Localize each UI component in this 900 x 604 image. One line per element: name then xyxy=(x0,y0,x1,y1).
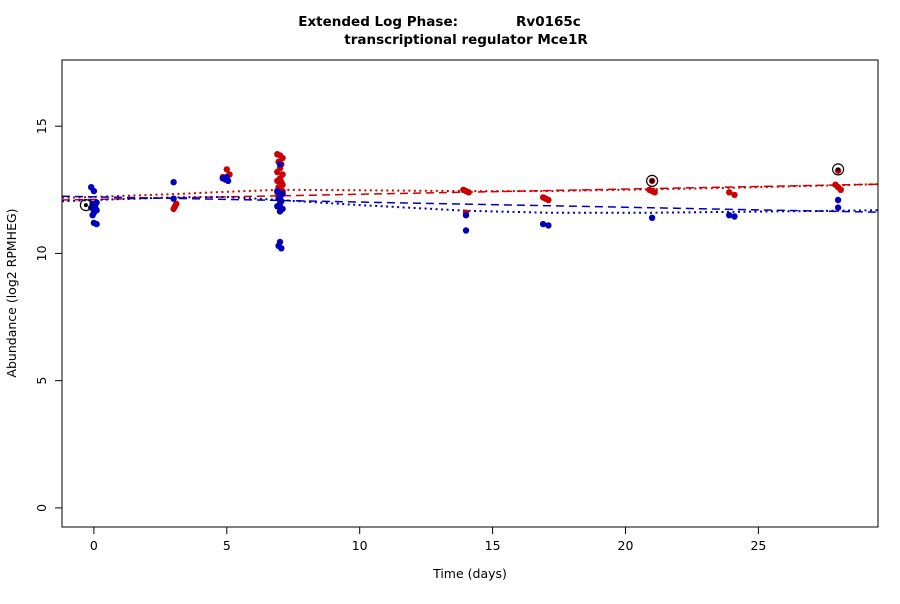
blue-series-point xyxy=(89,212,96,219)
blue-series-point xyxy=(462,212,470,219)
blue-series-point xyxy=(726,212,733,219)
y-axis-title: Abundance (log2 RPMHEG) xyxy=(4,208,19,377)
plot-title-line1-right: Rv0165c xyxy=(516,14,581,30)
red-series-point xyxy=(837,186,844,193)
y-tick-label: 0 xyxy=(34,504,49,512)
circled-point-dot xyxy=(83,203,88,208)
x-tick-label: 10 xyxy=(352,538,368,553)
red-loess-dotted-trend-line xyxy=(61,183,879,199)
y-tick-label: 10 xyxy=(34,245,49,261)
x-axis-title: Time (days) xyxy=(432,566,507,581)
red-series-point xyxy=(274,168,281,176)
blue-series-point xyxy=(90,187,98,195)
red-series-point xyxy=(726,189,733,196)
red-series-point xyxy=(279,154,286,162)
red-series-point xyxy=(545,196,552,204)
blue-loess-dotted-trend-line xyxy=(61,195,879,214)
circled-point-ring xyxy=(79,199,93,212)
x-tick-label: 5 xyxy=(223,538,231,553)
blue-series-point xyxy=(93,220,100,228)
circled-point-dot xyxy=(836,167,841,172)
blue-series-point xyxy=(274,203,281,210)
circled-point-dot xyxy=(650,178,655,183)
circled-point-ring xyxy=(645,174,659,187)
circled-point-ring xyxy=(831,163,845,176)
red-series-point xyxy=(173,200,180,207)
plot-box xyxy=(61,59,879,528)
blue-series-point xyxy=(276,208,284,215)
red-series-point xyxy=(731,191,738,199)
blue-series-point xyxy=(170,179,177,186)
blue-series-point xyxy=(648,214,656,221)
x-tick-label: 20 xyxy=(618,538,634,553)
blue-series-point xyxy=(170,195,177,202)
blue-series-point xyxy=(462,227,470,234)
plot-title-line1-left: Extended Log Phase: xyxy=(298,14,458,30)
blue-series-point xyxy=(223,173,230,181)
blue-series-point xyxy=(539,220,547,228)
blue-series-point xyxy=(545,222,552,229)
x-tick-label: 25 xyxy=(750,538,766,553)
blue-linear-dashed-trend-line xyxy=(61,195,879,213)
blue-series-point xyxy=(276,161,284,168)
red-series-point xyxy=(223,166,230,173)
blue-series-point xyxy=(834,196,842,204)
y-tick-label: 5 xyxy=(34,377,49,385)
red-series-point xyxy=(465,189,472,196)
x-tick-label: 0 xyxy=(90,538,98,553)
blue-series-point xyxy=(278,245,285,252)
plot-title-line2: transcriptional regulator Mce1R xyxy=(344,32,588,48)
red-series-point xyxy=(651,189,658,196)
blue-series-point xyxy=(731,213,738,220)
blue-series-point xyxy=(834,204,842,211)
blue-series-point xyxy=(274,187,281,195)
x-tick-label: 15 xyxy=(485,538,501,553)
y-tick-label: 15 xyxy=(34,118,49,134)
